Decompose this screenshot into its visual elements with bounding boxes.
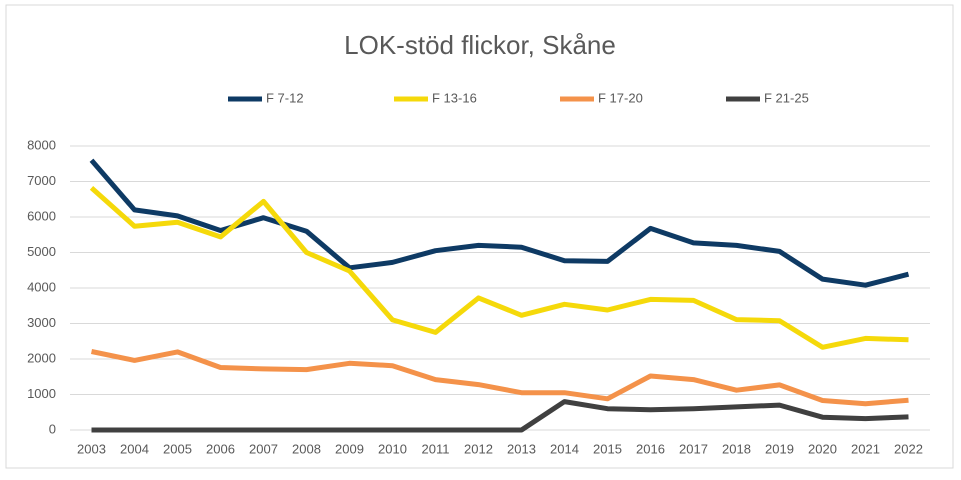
x-tick-label: 2011 (422, 441, 450, 456)
y-tick-label: 4000 (27, 279, 56, 294)
x-tick-label: 2006 (206, 441, 235, 456)
x-tick-label: 2007 (249, 441, 278, 456)
x-tick-label: 2019 (765, 441, 794, 456)
legend-label: F 7-12 (266, 90, 304, 105)
x-tick-label: 2004 (120, 441, 149, 456)
series-line (91, 399, 909, 433)
x-tick-label: 2005 (163, 441, 192, 456)
y-tick-label: 3000 (27, 315, 56, 330)
x-tick-label: 2010 (378, 441, 407, 456)
legend-label: F 13-16 (432, 90, 477, 105)
legend-label: F 21-25 (764, 90, 809, 105)
x-tick-label: 2015 (593, 441, 622, 456)
legend-label: F 17-20 (598, 90, 643, 105)
series-line (90, 349, 909, 407)
y-tick-label: 7000 (27, 173, 56, 188)
y-tick-label: 2000 (27, 350, 56, 365)
x-tick-label: 2008 (292, 441, 321, 456)
x-tick-label: 2017 (679, 441, 708, 456)
y-tick-label: 8000 (27, 137, 56, 152)
x-tick-label: 2021 (851, 441, 880, 456)
x-tick-label: 2014 (550, 441, 579, 456)
y-tick-label: 6000 (27, 208, 56, 223)
chart-title: LOK-stöd flickor, Skåne (344, 30, 616, 60)
y-tick-label: 1000 (27, 386, 56, 401)
x-tick-label: 2012 (464, 441, 493, 456)
x-tick-label: 2022 (894, 441, 923, 456)
x-tick-label: 2020 (808, 441, 837, 456)
y-tick-label: 5000 (27, 244, 56, 259)
x-tick-label: 2016 (636, 441, 665, 456)
x-tick-label: 2013 (507, 441, 536, 456)
x-tick-label: 2003 (77, 441, 106, 456)
y-tick-label: 0 (49, 421, 56, 436)
series-line (89, 186, 909, 350)
x-tick-label: 2018 (722, 441, 751, 456)
x-tick-label: 2009 (335, 441, 364, 456)
